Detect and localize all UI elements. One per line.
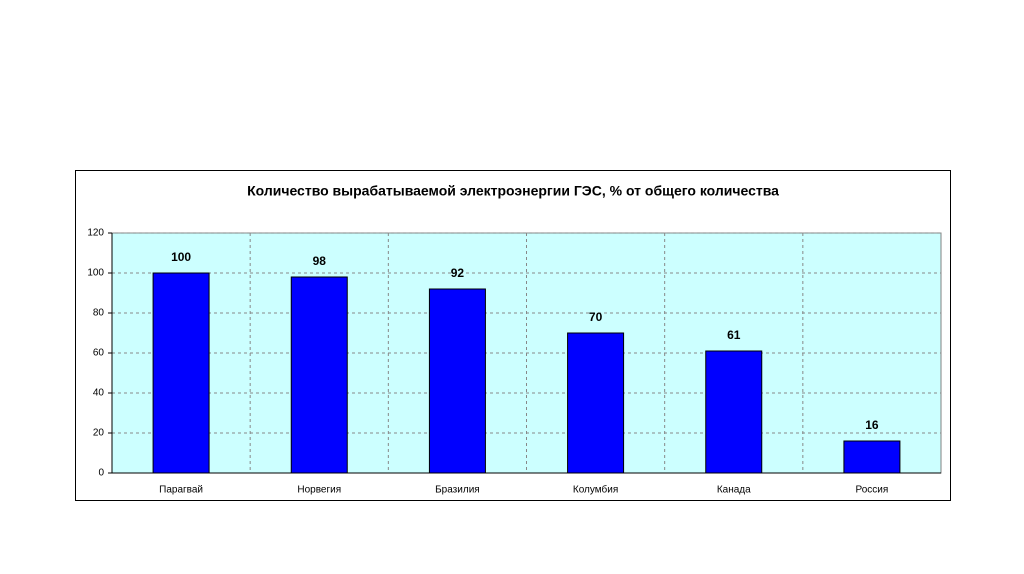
x-tick-label: Норвегия: [297, 485, 341, 496]
bar: [152, 272, 210, 474]
x-tick-label: Россия: [856, 485, 889, 496]
value-label: 98: [313, 254, 327, 268]
y-tick-label: 60: [93, 348, 105, 359]
y-tick-label: 40: [93, 388, 105, 399]
value-label: 92: [451, 266, 465, 280]
chart-title: Количество вырабатываемой электроэнергии…: [247, 183, 779, 199]
bar: [428, 288, 486, 474]
value-label: 61: [727, 328, 741, 342]
bar: [843, 440, 901, 474]
value-label: 100: [171, 250, 191, 264]
bar: [290, 276, 348, 474]
y-tick-label: 20: [93, 428, 105, 439]
y-tick-label: 80: [93, 308, 105, 319]
bar: [705, 350, 763, 474]
x-tick-label: Парагвай: [159, 485, 203, 496]
x-tick-label: Бразилия: [435, 485, 480, 496]
bar: [567, 332, 625, 474]
y-tick-label: 0: [98, 468, 104, 479]
x-tick-label: Канада: [717, 485, 751, 496]
x-tick-label: Колумбия: [573, 484, 618, 496]
y-tick-label: 100: [87, 268, 104, 279]
value-label: 70: [589, 310, 603, 324]
y-tick-label: 120: [87, 228, 104, 239]
value-label: 16: [865, 418, 879, 432]
